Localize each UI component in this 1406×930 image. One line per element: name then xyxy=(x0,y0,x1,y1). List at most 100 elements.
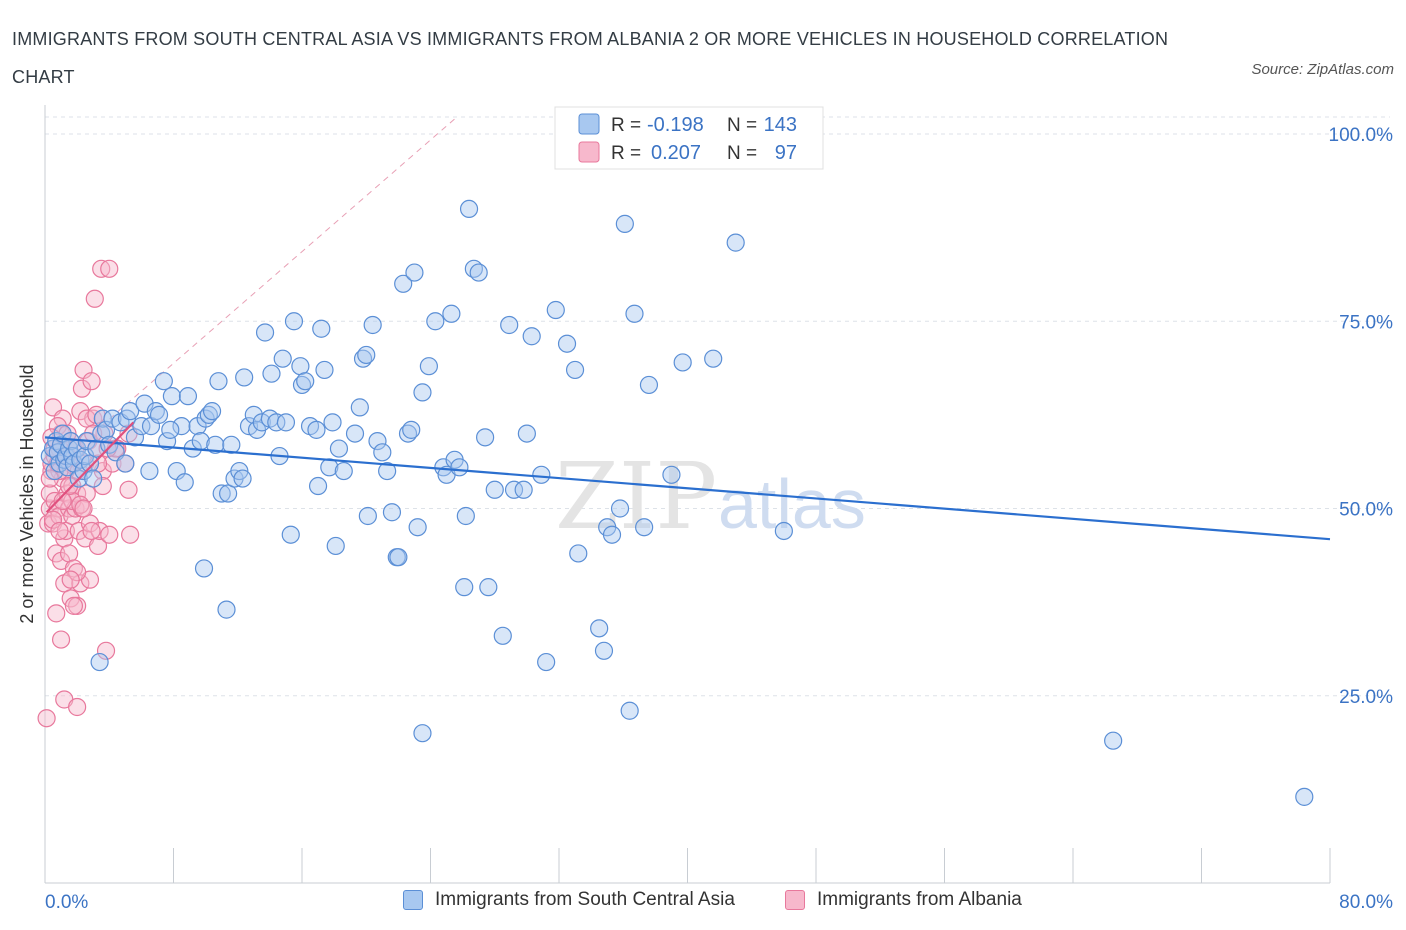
data-point-south-central-asia xyxy=(726,233,745,252)
data-point-south-central-asia xyxy=(517,424,536,443)
data-point-albania xyxy=(82,372,101,391)
y-axis-label: 2 or more Vehicles in Household xyxy=(17,364,37,623)
data-point-south-central-asia xyxy=(162,387,181,406)
data-point-south-central-asia xyxy=(96,420,116,439)
data-point-albania xyxy=(71,574,90,593)
legend-n-label: N = xyxy=(727,115,757,136)
data-point-south-central-asia xyxy=(262,364,281,383)
data-point-south-central-asia xyxy=(357,345,376,365)
x-tick-label: 80.0% xyxy=(1339,892,1393,913)
data-point-south-central-asia xyxy=(202,402,222,421)
legend-swatch-blue xyxy=(403,890,423,910)
data-point-south-central-asia xyxy=(315,360,334,380)
data-point-south-central-asia xyxy=(178,387,198,406)
legend-r-value: -0.198 xyxy=(647,114,704,136)
data-point-albania xyxy=(53,491,72,511)
watermark-zip: ZIP xyxy=(555,443,717,550)
data-point-south-central-asia xyxy=(90,652,109,672)
legend-r-value: 0.207 xyxy=(651,142,701,164)
data-point-albania xyxy=(72,379,92,398)
data-point-south-central-asia xyxy=(368,431,387,451)
data-point-south-central-asia xyxy=(281,525,300,544)
data-point-south-central-asia xyxy=(358,506,377,526)
data-point-south-central-asia xyxy=(326,536,345,556)
data-point-south-central-asia xyxy=(485,480,504,499)
data-point-south-central-asia xyxy=(500,315,519,335)
data-point-south-central-asia xyxy=(557,334,577,353)
source-note: Source: ZipAtlas.com xyxy=(1251,61,1394,78)
data-point-south-central-asia xyxy=(212,484,231,503)
data-point-south-central-asia xyxy=(323,413,342,432)
data-point-south-central-asia xyxy=(479,578,498,597)
data-point-albania xyxy=(82,521,101,541)
legend-item-south-central-asia[interactable]: Immigrants from South Central Asia xyxy=(403,889,735,911)
data-point-south-central-asia xyxy=(74,461,93,481)
data-point-albania xyxy=(64,596,84,615)
data-point-south-central-asia xyxy=(84,469,103,488)
data-point-albania xyxy=(51,630,71,649)
data-point-south-central-asia xyxy=(125,428,145,447)
data-point-south-central-asia xyxy=(175,473,194,492)
data-point-albania xyxy=(37,709,56,728)
data-point-albania xyxy=(88,536,108,556)
y-tick-label: 75.0% xyxy=(1339,312,1393,333)
data-point-albania xyxy=(50,521,69,541)
data-point-south-central-asia xyxy=(116,454,135,473)
data-point-albania xyxy=(59,544,79,563)
data-point-south-central-asia xyxy=(615,214,634,233)
data-point-south-central-asia xyxy=(514,480,533,499)
data-point-south-central-asia xyxy=(413,724,432,743)
data-point-south-central-asia xyxy=(1295,787,1314,806)
grid-lines xyxy=(45,116,1390,697)
data-point-south-central-asia xyxy=(373,443,392,462)
data-point-south-central-asia xyxy=(284,312,304,331)
data-point-albania xyxy=(59,476,79,496)
data-point-south-central-asia xyxy=(100,435,119,454)
data-point-albania xyxy=(56,521,75,541)
data-point-south-central-asia xyxy=(389,548,408,567)
series-legend: Immigrants from South Central Asia Immig… xyxy=(0,889,1406,919)
data-point-south-central-asia xyxy=(476,428,495,447)
trend-line-south-central-asia xyxy=(44,436,1331,541)
legend-n-value: 97 xyxy=(775,142,797,164)
data-point-south-central-asia xyxy=(157,431,177,451)
data-point-south-central-asia xyxy=(149,405,169,424)
data-point-south-central-asia xyxy=(537,652,556,672)
data-point-south-central-asia xyxy=(233,469,252,488)
data-point-south-central-asia xyxy=(217,600,236,619)
data-point-albania xyxy=(85,289,104,308)
data-point-albania xyxy=(100,525,119,544)
data-point-south-central-asia xyxy=(172,417,191,436)
data-point-south-central-asia xyxy=(639,375,659,395)
data-point-south-central-asia xyxy=(569,544,588,563)
data-point-south-central-asia xyxy=(80,454,100,473)
data-point-south-central-asia xyxy=(312,319,331,338)
legend-swatch-blue xyxy=(578,113,600,135)
data-point-south-central-asia xyxy=(161,420,180,439)
data-point-south-central-asia xyxy=(590,619,609,638)
data-point-south-central-asia xyxy=(394,274,413,293)
data-point-south-central-asia xyxy=(276,413,296,432)
data-point-south-central-asia xyxy=(442,304,461,323)
data-point-south-central-asia xyxy=(209,372,228,391)
trend-line-albania xyxy=(45,421,135,514)
data-point-south-central-asia xyxy=(235,368,254,387)
legend-item-albania[interactable]: Immigrants from Albania xyxy=(785,889,1022,911)
legend-swatch-pink xyxy=(785,890,805,910)
data-point-south-central-asia xyxy=(345,424,365,443)
reference-line xyxy=(100,118,455,427)
data-point-albania xyxy=(121,525,140,544)
data-point-south-central-asia xyxy=(1104,731,1123,750)
data-point-south-central-asia xyxy=(504,480,524,499)
data-point-albania xyxy=(100,259,119,278)
data-point-south-central-asia xyxy=(610,499,630,518)
data-point-albania xyxy=(119,480,138,499)
data-point-south-central-asia xyxy=(419,357,438,376)
data-point-south-central-asia xyxy=(363,315,382,335)
data-point-albania xyxy=(80,514,100,533)
albania-points xyxy=(37,259,140,728)
data-point-south-central-asia xyxy=(222,435,241,454)
data-point-south-central-asia xyxy=(704,349,723,368)
data-point-south-central-asia xyxy=(194,559,214,578)
